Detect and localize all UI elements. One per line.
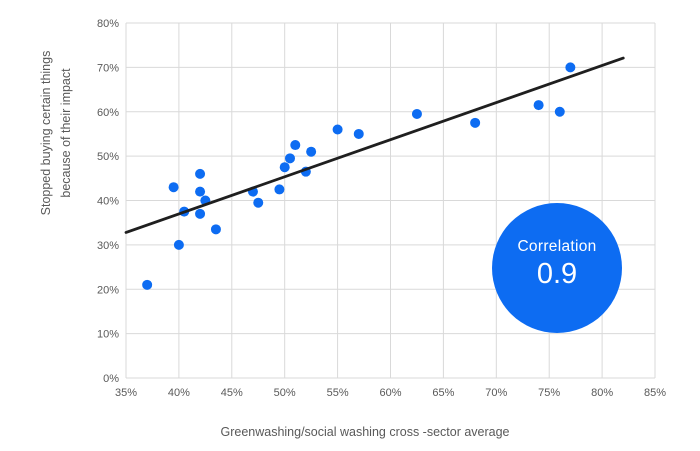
y-tick-label: 10%: [97, 329, 119, 341]
x-tick-label: 60%: [379, 387, 401, 399]
data-point: [353, 128, 364, 139]
correlation-value: 0.9: [536, 257, 578, 290]
data-point: [168, 182, 179, 193]
data-point: [210, 224, 221, 235]
y-axis-title-line1: Stopped buying certain things: [39, 50, 53, 216]
y-tick-label: 20%: [97, 284, 119, 296]
data-point: [565, 62, 576, 73]
y-tick-label: 50%: [97, 151, 119, 163]
y-axis-title-line2: because of their impact: [59, 68, 73, 198]
x-tick-label: 50%: [274, 387, 296, 399]
data-point: [279, 162, 290, 173]
correlation-badge-content: Correlation 0.9: [517, 238, 596, 291]
data-point: [195, 186, 206, 197]
correlation-badge: Correlation 0.9: [492, 203, 622, 333]
data-point: [306, 146, 317, 157]
data-point: [533, 100, 544, 111]
x-tick-label: 85%: [644, 387, 666, 399]
x-tick-label: 45%: [221, 387, 243, 399]
data-point: [253, 197, 264, 208]
x-tick-label: 70%: [485, 387, 507, 399]
y-axis-title: Stopped buying certain things because of…: [36, 33, 78, 233]
x-tick-label: 80%: [591, 387, 613, 399]
data-point: [195, 168, 206, 179]
data-point: [411, 108, 422, 119]
y-tick-label: 0%: [103, 373, 119, 385]
data-point: [332, 124, 343, 135]
y-tick-label: 70%: [97, 62, 119, 74]
y-tick-label: 40%: [97, 196, 119, 208]
x-tick-label: 65%: [432, 387, 454, 399]
x-axis-title: Greenwashing/social washing cross -secto…: [220, 425, 510, 439]
correlation-label: Correlation: [517, 237, 597, 255]
data-point: [173, 239, 184, 250]
x-tick-label: 35%: [115, 387, 137, 399]
y-tick-label: 80%: [97, 18, 119, 30]
data-point: [195, 208, 206, 219]
data-point: [274, 184, 285, 195]
x-tick-label: 55%: [327, 387, 349, 399]
data-point: [142, 279, 153, 290]
data-point: [554, 106, 565, 117]
y-tick-label: 60%: [97, 107, 119, 119]
y-tick-label: 30%: [97, 240, 119, 252]
data-point: [290, 140, 301, 151]
trend-line: [124, 56, 625, 234]
x-tick-label: 75%: [538, 387, 560, 399]
x-tick-label: 40%: [168, 387, 190, 399]
data-point: [470, 117, 481, 128]
data-point: [284, 153, 295, 164]
